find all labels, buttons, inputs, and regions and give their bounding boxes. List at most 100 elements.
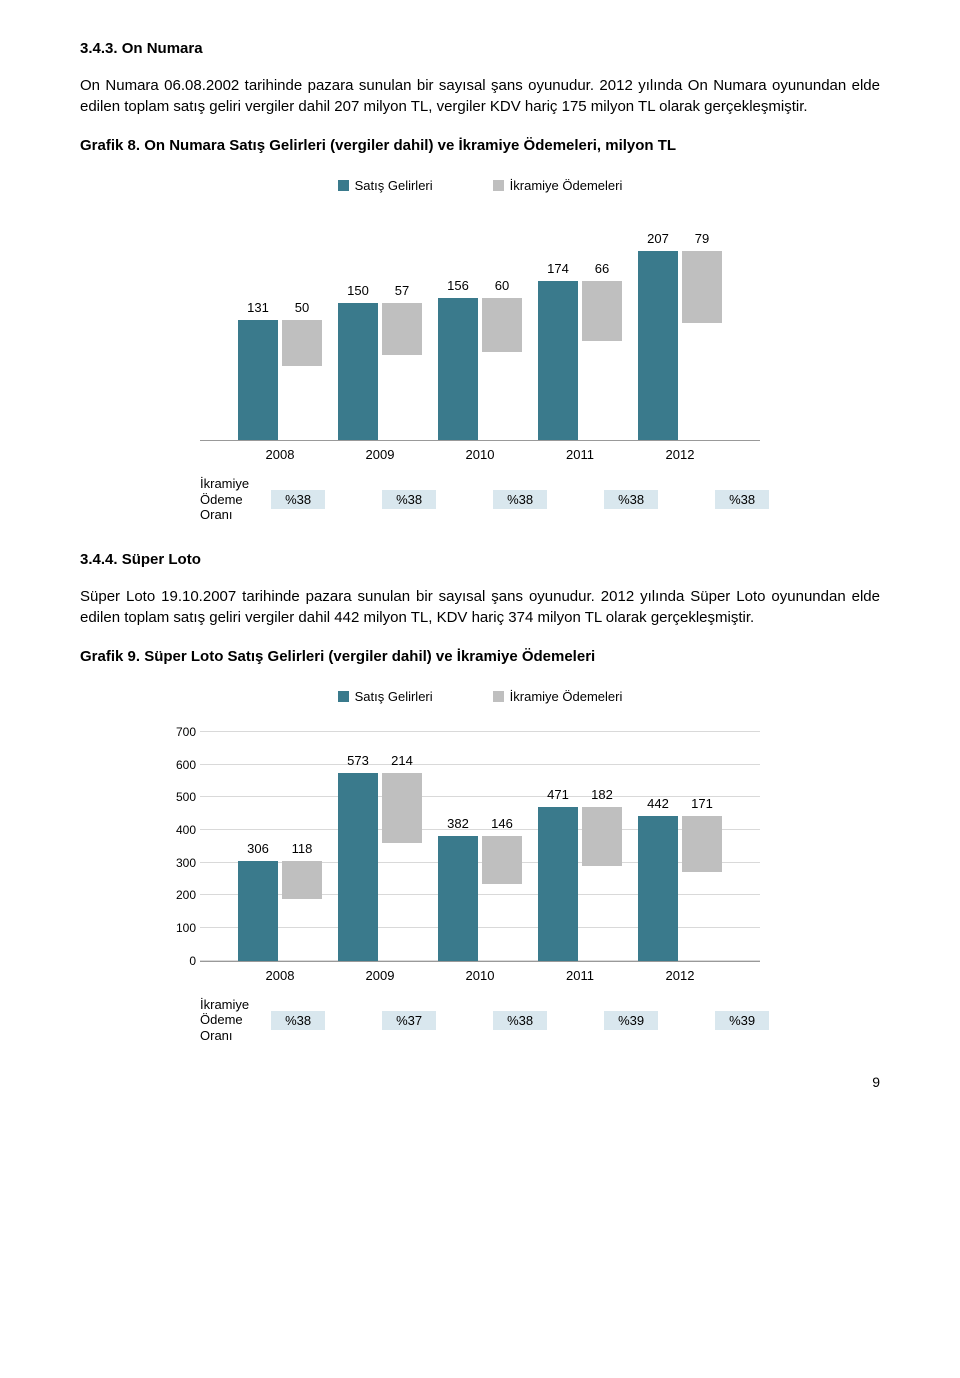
ratio-badge: %37	[382, 1011, 436, 1030]
bar-group: 15057	[330, 303, 430, 440]
chart-1-ratio-badges: %38%38%38%38%38	[271, 490, 769, 509]
ytick-label: 500	[166, 790, 196, 804]
bar-group: 382146	[430, 836, 530, 961]
legend-swatch-series1	[338, 180, 349, 191]
series2-bar-box: 214	[382, 773, 422, 960]
chart-2-xaxis: 20082009201020112012	[230, 968, 760, 983]
series2-bar-box: 79	[682, 251, 722, 440]
legend-swatch-series1-b	[338, 691, 349, 702]
series1-bar	[238, 320, 278, 440]
chart-2-ratio-badges: %38%37%38%39%39	[271, 1011, 769, 1030]
bar-value-label: 573	[333, 753, 383, 768]
series1-bar-box: 174	[538, 281, 578, 440]
bar-value-label: 118	[277, 841, 327, 856]
series2-bar	[282, 861, 322, 900]
xaxis-label: 2010	[430, 447, 530, 462]
ratio-badge: %38	[493, 1011, 547, 1030]
series2-bar	[382, 303, 422, 355]
series1-bar	[238, 861, 278, 961]
chart-1: Satış Gelirleri İkramiye Ödemeleri 131 50…	[200, 178, 760, 523]
bar-value-label: 442	[633, 796, 683, 811]
ratio-badge: %39	[715, 1011, 769, 1030]
legend-swatch-series2	[493, 180, 504, 191]
series1-bar	[638, 251, 678, 440]
chart-1-xaxis: 20082009201020112012	[230, 447, 760, 462]
bar-group: 442171	[630, 816, 730, 961]
series1-bar-box: 150	[338, 303, 378, 440]
bar-value-label: 182	[577, 787, 627, 802]
chart-1-ratio-row: İkramiyeÖdemeOranı %38%38%38%38%38	[200, 476, 760, 523]
series2-bar-box: 118	[282, 861, 322, 961]
bar-value-label: 171	[677, 796, 727, 811]
legend-item-series2: İkramiye Ödemeleri	[493, 178, 623, 193]
series1-bar-box: 471	[538, 807, 578, 961]
chart-2-ratio-row: İkramiyeÖdemeOranı %38%37%38%39%39	[200, 997, 760, 1044]
ratio-badge: %38	[382, 490, 436, 509]
legend-label-series1: Satış Gelirleri	[355, 178, 433, 193]
legend-item-series1-b: Satış Gelirleri	[338, 689, 433, 704]
series2-bar-box: 57	[382, 303, 422, 440]
bar-value-label: 150	[333, 283, 383, 298]
series1-bar	[638, 816, 678, 961]
series1-bar-box: 442	[638, 816, 678, 961]
chart-1-plot: 1315015057156601746620779	[200, 221, 760, 441]
bar-value-label: 306	[233, 841, 283, 856]
series1-bar-box: 207	[638, 251, 678, 440]
ratio-badge: %38	[715, 490, 769, 509]
series2-bar-box: 171	[682, 816, 722, 961]
bar-group: 15660	[430, 298, 530, 440]
series2-bar-box: 146	[482, 836, 522, 961]
ytick-label: 400	[166, 823, 196, 837]
chart-2: Satış Gelirleri İkramiye Ödemeleri 01002…	[200, 689, 760, 1044]
legend-item-series2-b: İkramiye Ödemeleri	[493, 689, 623, 704]
chart-2-legend: Satış Gelirleri İkramiye Ödemeleri	[200, 689, 760, 704]
bar-group: 20779	[630, 251, 730, 440]
bar-group: 17466	[530, 281, 630, 440]
chart-1-legend: Satış Gelirleri İkramiye Ödemeleri	[200, 178, 760, 193]
legend-swatch-series2-b	[493, 691, 504, 702]
bar-value-label: 66	[577, 261, 627, 276]
series2-bar	[682, 816, 722, 872]
chart-1-caption: Grafik 8. On Numara Satış Gelirleri (ver…	[80, 137, 880, 154]
ratio-badge: %39	[604, 1011, 658, 1030]
bar-value-label: 471	[533, 787, 583, 802]
section-1-heading: 3.4.3. On Numara	[80, 40, 880, 57]
series1-bar	[338, 303, 378, 440]
bar-group: 471182	[530, 807, 630, 961]
series1-bar-box: 156	[438, 298, 478, 440]
xaxis-label: 2010	[430, 968, 530, 983]
xaxis-label: 2009	[330, 968, 430, 983]
xaxis-label: 2012	[630, 447, 730, 462]
bar-value-label: 146	[477, 816, 527, 831]
legend-label-series2: İkramiye Ödemeleri	[510, 178, 623, 193]
xaxis-label: 2012	[630, 968, 730, 983]
bar-value-label: 174	[533, 261, 583, 276]
gridline	[200, 764, 760, 765]
bar-value-label: 131	[233, 300, 283, 315]
series2-bar-box: 50	[282, 320, 322, 440]
chart-2-plot: 0100200300400500600700306118573214382146…	[200, 732, 760, 962]
legend-label-series2-b: İkramiye Ödemeleri	[510, 689, 623, 704]
series1-bar	[438, 836, 478, 961]
bar-value-label: 214	[377, 753, 427, 768]
bar-value-label: 79	[677, 231, 727, 246]
legend-label-series1-b: Satış Gelirleri	[355, 689, 433, 704]
xaxis-label: 2008	[230, 968, 330, 983]
chart-2-ratio-label: İkramiyeÖdemeOranı	[200, 997, 249, 1044]
series1-bar	[538, 281, 578, 440]
series2-bar	[282, 320, 322, 366]
ratio-badge: %38	[271, 490, 325, 509]
section-1-para: On Numara 06.08.2002 tarihinde pazara su…	[80, 75, 880, 117]
bar-group: 573214	[330, 773, 430, 960]
series2-bar	[482, 836, 522, 884]
section-2-para: Süper Loto 19.10.2007 tarihinde pazara s…	[80, 586, 880, 628]
bar-value-label: 382	[433, 816, 483, 831]
page-number: 9	[80, 1074, 880, 1090]
ytick-label: 0	[166, 954, 196, 968]
chart-2-caption: Grafik 9. Süper Loto Satış Gelirleri (ve…	[80, 648, 880, 665]
ratio-badge: %38	[604, 490, 658, 509]
xaxis-label: 2011	[530, 447, 630, 462]
bar-group: 306118	[230, 861, 330, 961]
series1-bar-box: 306	[238, 861, 278, 961]
ytick-label: 600	[166, 758, 196, 772]
